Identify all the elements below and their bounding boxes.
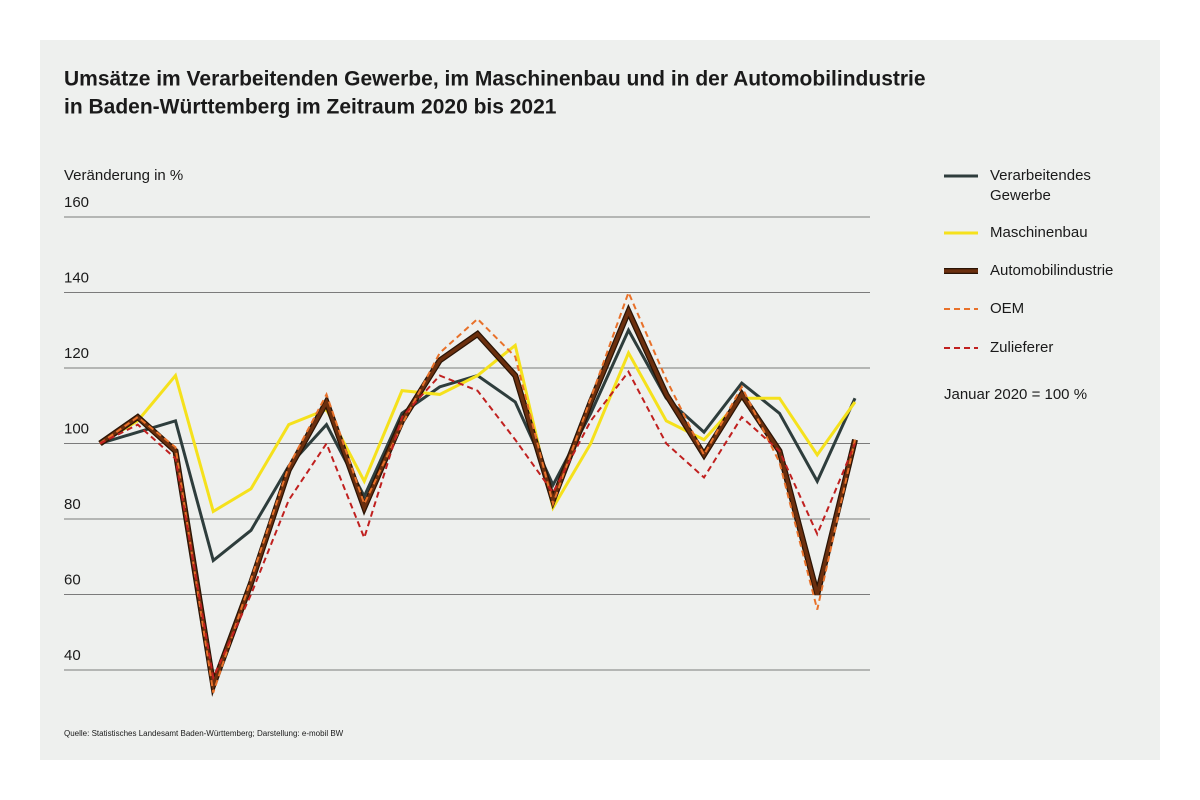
legend-label: Automobilindustrie xyxy=(990,262,1113,279)
y-tick-label: 80 xyxy=(64,496,81,513)
legend-label: Verarbeitendes xyxy=(990,167,1091,184)
lines xyxy=(98,289,858,697)
y-tick-label: 120 xyxy=(64,345,89,362)
series-line xyxy=(99,369,856,681)
legend: Verarbeitendes Gewerbe Maschinenbau Automob… xyxy=(944,167,1113,356)
y-tick-label: 40 xyxy=(64,647,81,664)
y-tick-label: 160 xyxy=(64,194,89,211)
legend-label: Gewerbe xyxy=(990,187,1051,204)
y-tick-label: 100 xyxy=(64,420,89,437)
grid: 40 60 80 100 120 140 160 xyxy=(64,194,870,671)
y-tick-label: 140 xyxy=(64,269,89,286)
panel xyxy=(40,40,1160,760)
y-tick-label: 60 xyxy=(64,571,81,588)
chart-title: Umsätze im Verarbeitenden Gewerbe, im Ma… xyxy=(64,68,926,91)
legend-label: Maschinenbau xyxy=(990,224,1088,241)
legend-label: Zulieferer xyxy=(990,339,1053,356)
chart-title: in Baden-Württemberg im Zeitraum 2020 bi… xyxy=(64,96,557,119)
series-line xyxy=(99,289,856,693)
legend-label: OEM xyxy=(990,300,1024,317)
y-axis-label: Veränderung in % xyxy=(64,167,183,184)
source: Quelle: Statistisches Landesamt Baden-Wü… xyxy=(64,729,344,738)
note: Januar 2020 = 100 % xyxy=(944,386,1087,403)
